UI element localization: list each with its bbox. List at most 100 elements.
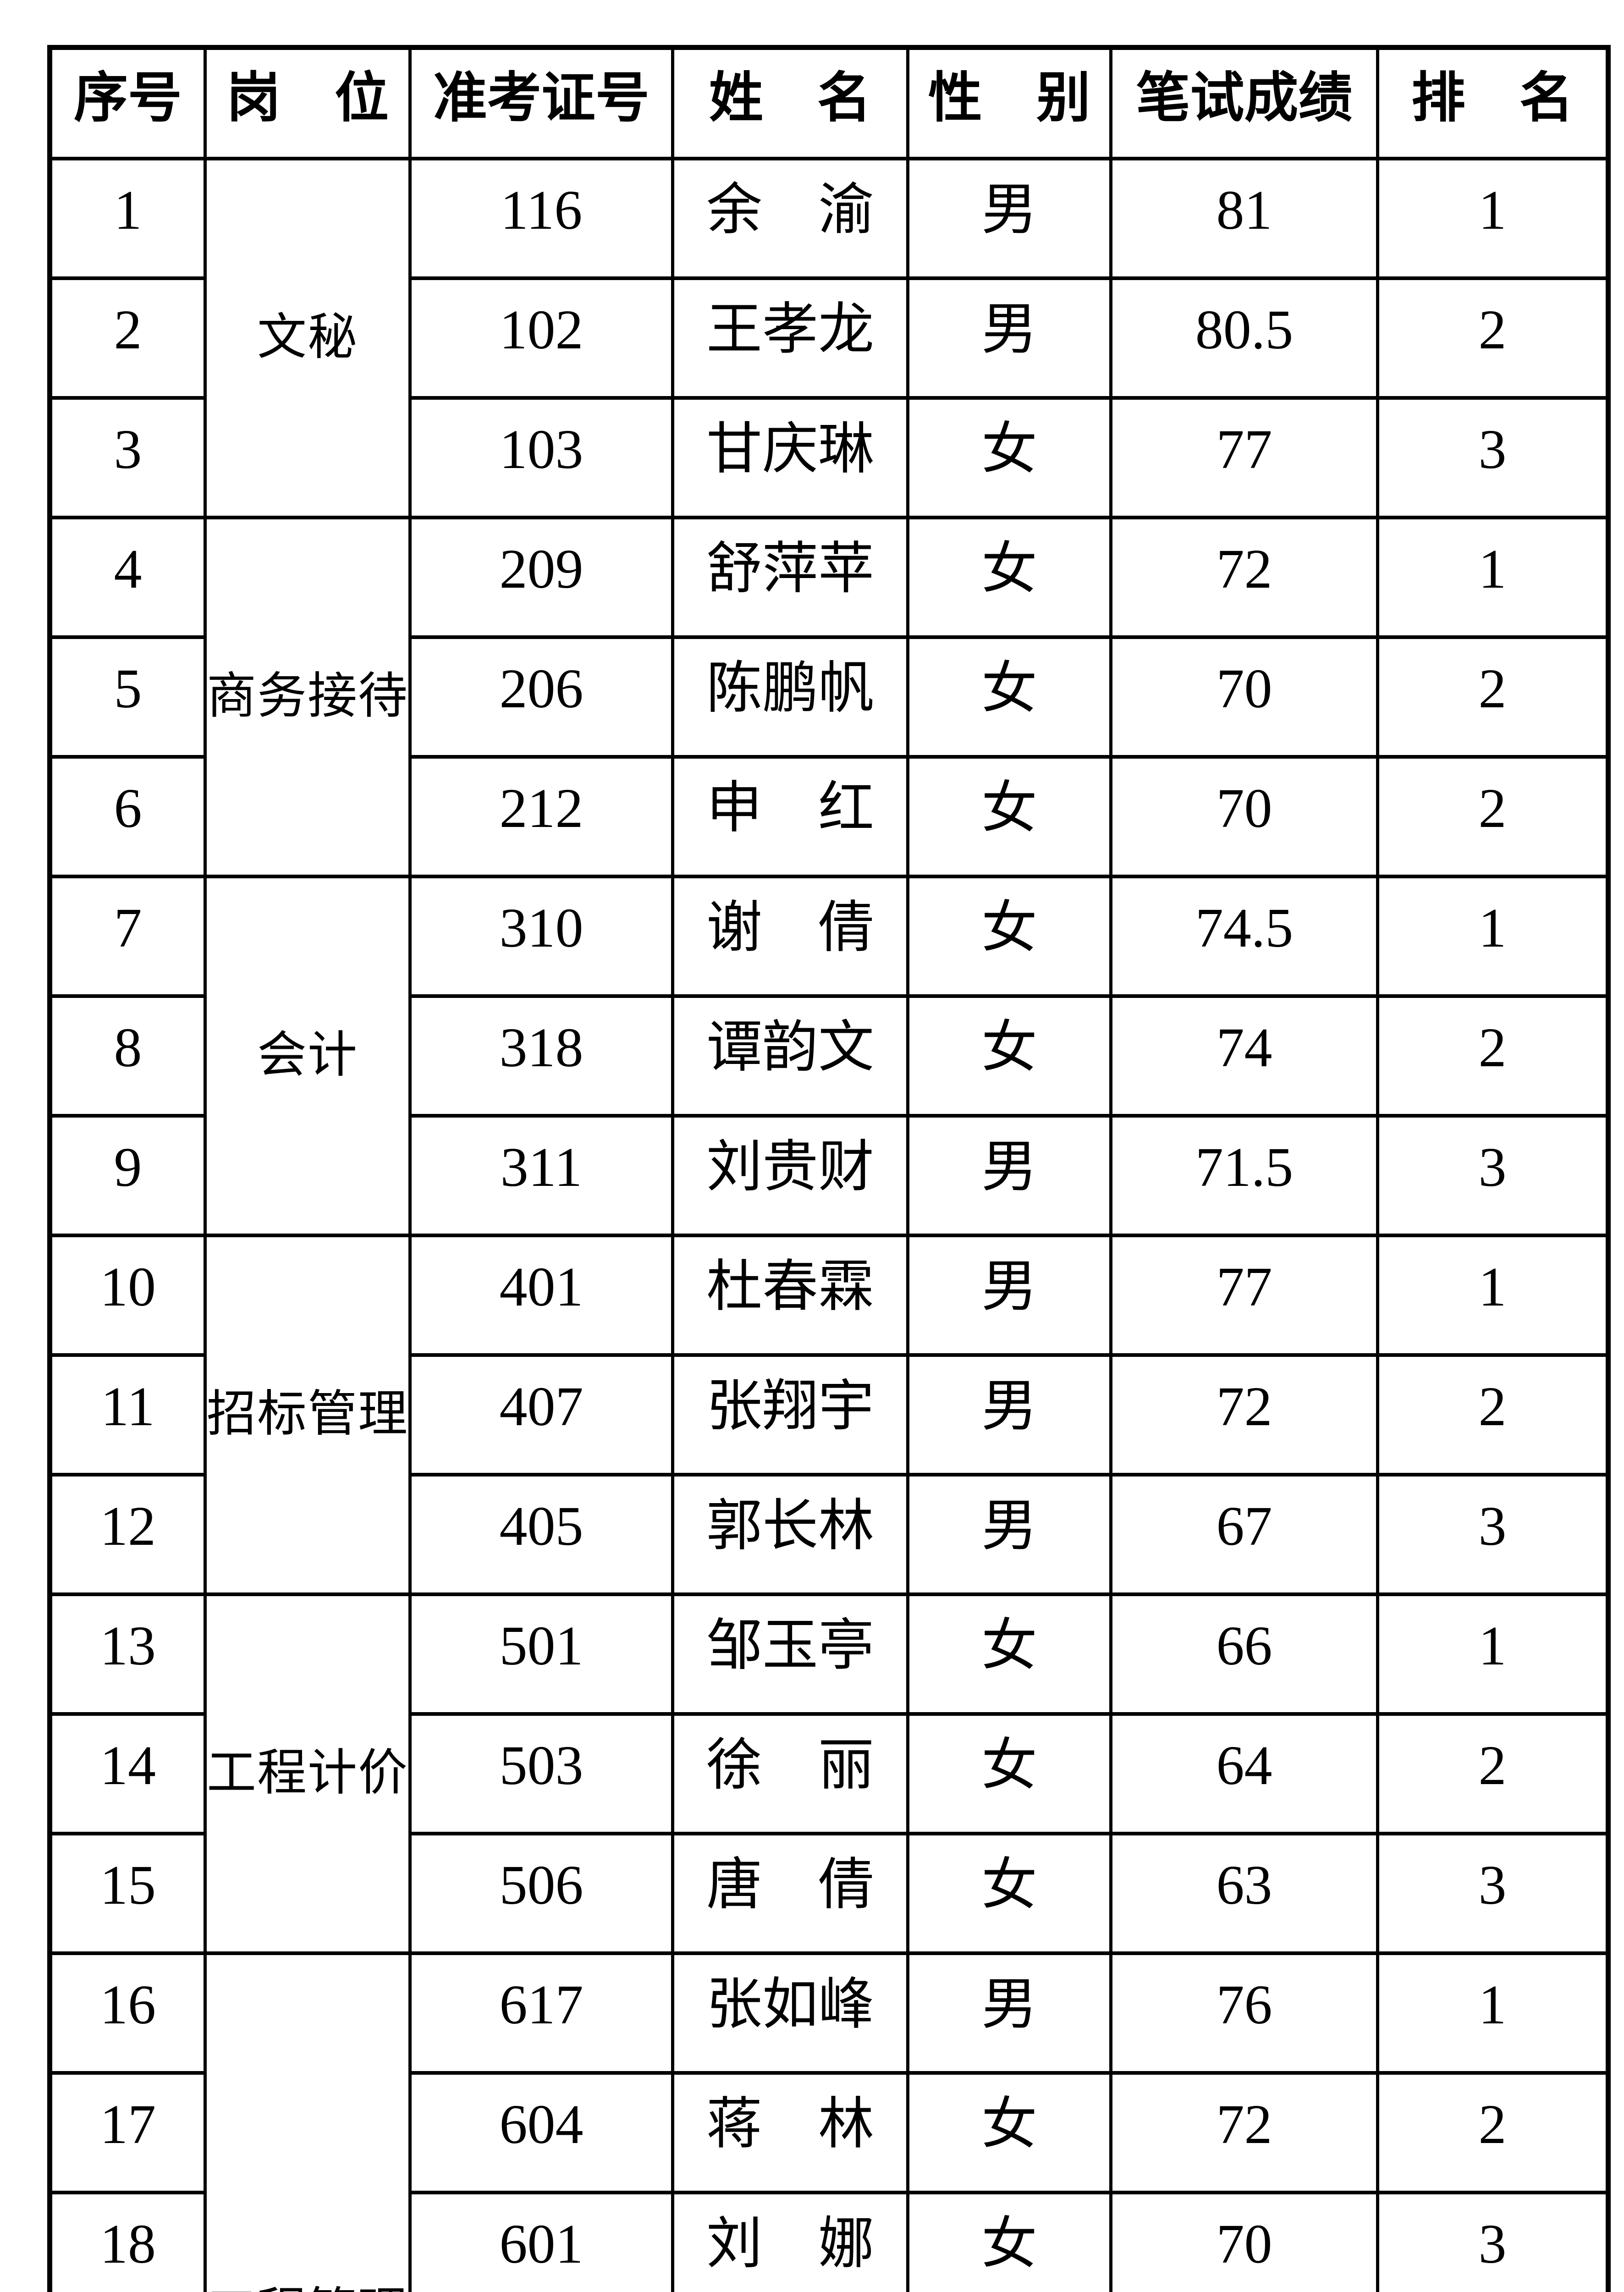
header-cell-score: 笔试成绩 [1109, 45, 1379, 160]
cell-seq: 6 [48, 755, 207, 878]
cell-name: 杜春霖 [671, 1233, 909, 1357]
cell-ticket: 212 [408, 755, 674, 878]
cell-score: 77 [1109, 396, 1379, 519]
cell-rank: 2 [1376, 1712, 1610, 1835]
cell-rank: 1 [1376, 874, 1610, 998]
cell-ticket: 405 [408, 1472, 674, 1596]
cell-gender: 男 [906, 1353, 1112, 1477]
score-table: 序号 岗 位 准考证号 姓 名 性 别 笔试成绩 排 名 1 文秘 116 余 … [47, 45, 1611, 2292]
table-row: 17 604 蒋 林 女 72 2 [48, 2071, 1610, 2194]
cell-gender: 女 [906, 755, 1112, 878]
cell-ticket: 401 [408, 1233, 674, 1357]
cell-name: 郭长林 [671, 1472, 909, 1596]
cell-rank: 3 [1376, 1472, 1610, 1596]
cell-position-group: 商务接待 [204, 515, 412, 878]
cell-ticket: 318 [408, 994, 674, 1118]
cell-gender: 女 [906, 515, 1112, 639]
cell-seq: 11 [48, 1353, 207, 1477]
header-row: 序号 岗 位 准考证号 姓 名 性 别 笔试成绩 排 名 [48, 45, 1610, 160]
cell-score: 66 [1109, 1592, 1379, 1716]
cell-position-group: 文秘 [204, 156, 412, 519]
table-row: 12 405 郭长林 男 67 3 [48, 1472, 1610, 1596]
cell-score: 64 [1109, 1712, 1379, 1835]
cell-gender: 男 [906, 1233, 1112, 1357]
cell-rank: 2 [1376, 755, 1610, 878]
cell-name: 唐 倩 [671, 1831, 909, 1955]
cell-score: 80.5 [1109, 276, 1379, 400]
header-cell-name: 姓 名 [671, 45, 909, 160]
cell-score: 70 [1109, 635, 1379, 759]
table-row: 14 503 徐 丽 女 64 2 [48, 1712, 1610, 1835]
table-row: 1 文秘 116 余 渝 男 81 1 [48, 156, 1610, 519]
cell-name: 余 渝 [671, 156, 909, 280]
header-cell-seq: 序号 [48, 45, 207, 160]
table-row: 11 407 张翔宇 男 72 2 [48, 1353, 1610, 1477]
cell-seq: 17 [48, 2071, 207, 2194]
cell-name: 申 红 [671, 755, 909, 878]
cell-name: 蒋 林 [671, 2071, 909, 2194]
header-cell-ticket: 准考证号 [408, 45, 674, 160]
cell-seq: 5 [48, 635, 207, 759]
cell-gender: 女 [906, 1712, 1112, 1835]
header-cell-rank: 排 名 [1376, 45, 1610, 160]
cell-rank: 2 [1376, 2071, 1610, 2194]
cell-position-group: 工程计价 [204, 1592, 412, 1955]
cell-ticket: 310 [408, 874, 674, 998]
cell-rank: 2 [1376, 276, 1610, 400]
cell-name: 陈鹏帆 [671, 635, 909, 759]
cell-seq: 16 [48, 1951, 207, 2075]
cell-ticket: 501 [408, 1592, 674, 1716]
cell-score: 72 [1109, 1353, 1379, 1477]
cell-score: 77 [1109, 1233, 1379, 1357]
cell-rank: 2 [1376, 635, 1610, 759]
cell-ticket: 102 [408, 276, 674, 400]
cell-name: 邹玉亭 [671, 1592, 909, 1716]
cell-rank: 2 [1376, 1353, 1610, 1477]
cell-gender: 女 [906, 994, 1112, 1118]
cell-seq: 9 [48, 1113, 207, 1237]
cell-rank: 3 [1376, 2190, 1610, 2292]
cell-score: 76 [1109, 1951, 1379, 2075]
table-row: 13 工程计价 501 邹玉亭 女 66 1 [48, 1592, 1610, 1955]
cell-rank: 3 [1376, 396, 1610, 519]
cell-gender: 女 [906, 2071, 1112, 2194]
table-row: 16 工程管理 617 张如峰 男 76 1 [48, 1951, 1610, 2292]
cell-seq: 8 [48, 994, 207, 1118]
cell-seq: 13 [48, 1592, 207, 1716]
cell-name: 刘贵财 [671, 1113, 909, 1237]
cell-gender: 女 [906, 1831, 1112, 1955]
table-row: 8 318 谭韵文 女 74 2 [48, 994, 1610, 1118]
cell-seq: 15 [48, 1831, 207, 1955]
table-row: 4 商务接待 209 舒萍苹 女 72 1 [48, 515, 1610, 878]
cell-seq: 14 [48, 1712, 207, 1835]
cell-name: 王孝龙 [671, 276, 909, 400]
cell-ticket: 206 [408, 635, 674, 759]
cell-name: 谭韵文 [671, 994, 909, 1118]
cell-ticket: 209 [408, 515, 674, 639]
cell-gender: 女 [906, 874, 1112, 998]
cell-score: 72 [1109, 515, 1379, 639]
cell-name: 甘庆琳 [671, 396, 909, 519]
cell-seq: 12 [48, 1472, 207, 1596]
cell-ticket: 116 [408, 156, 674, 280]
cell-seq: 4 [48, 515, 207, 639]
cell-position-group: 招标管理 [204, 1233, 412, 1596]
cell-rank: 3 [1376, 1113, 1610, 1237]
table-row: 3 103 甘庆琳 女 77 3 [48, 396, 1610, 519]
cell-rank: 1 [1376, 1951, 1610, 2075]
cell-score: 70 [1109, 755, 1379, 878]
cell-score: 71.5 [1109, 1113, 1379, 1237]
table-row: 6 212 申 红 女 70 2 [48, 755, 1610, 878]
cell-name: 刘 娜 [671, 2190, 909, 2292]
cell-ticket: 506 [408, 1831, 674, 1955]
cell-name: 徐 丽 [671, 1712, 909, 1835]
cell-rank: 1 [1376, 1233, 1610, 1357]
header-cell-position: 岗 位 [204, 45, 412, 160]
cell-rank: 1 [1376, 156, 1610, 280]
cell-ticket: 103 [408, 396, 674, 519]
cell-score: 63 [1109, 1831, 1379, 1955]
cell-seq: 18 [48, 2190, 207, 2292]
cell-seq: 1 [48, 156, 207, 280]
table-row: 9 311 刘贵财 男 71.5 3 [48, 1113, 1610, 1237]
table-row: 18 601 刘 娜 女 70 3 [48, 2190, 1610, 2292]
